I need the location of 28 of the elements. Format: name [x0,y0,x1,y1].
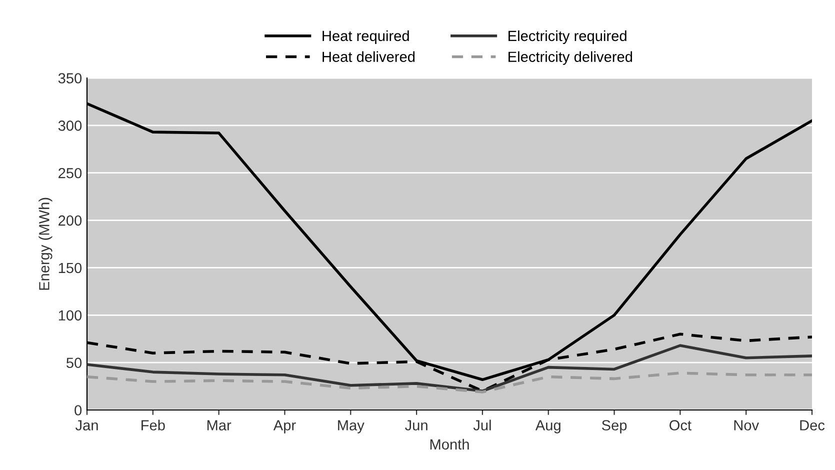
x-tick-label: Apr [273,420,296,434]
y-tick-label: 150 [58,262,82,274]
y-tick-label: 100 [58,310,82,321]
x-tick-label: Oct [670,420,692,430]
x-tick-label: Aug [535,420,560,434]
y-tick-label: 0 [74,405,82,416]
x-tick-label: Nov [734,420,760,430]
legend-label: Heat delivered [322,51,415,62]
legend-label: Heat required [322,30,409,44]
x-tick-label: Jan [75,420,98,430]
legend-label: Electricity delivered [508,51,632,65]
line-series [87,344,812,392]
x-tick-label: Dec [800,420,825,430]
y-tick-label: 250 [58,168,82,178]
x-axis-title: Month [430,438,469,450]
x-tick-label: Sep [602,420,627,434]
y-tick-label: 200 [58,215,82,226]
x-tick-label: Jun [405,420,428,430]
line-series [87,372,812,394]
y-tick-label: 350 [58,73,82,84]
x-tick-label: Jul [473,420,491,430]
legend-label: Electricity required [508,30,626,44]
x-tick-label: Feb [142,420,165,430]
x-tick-label: May [338,420,364,434]
y-tick-label: 300 [58,120,82,131]
x-tick-label: Mar [207,420,232,430]
y-axis-title: Energy (MWh) [38,198,52,290]
y-tick-label: 50 [66,358,82,368]
